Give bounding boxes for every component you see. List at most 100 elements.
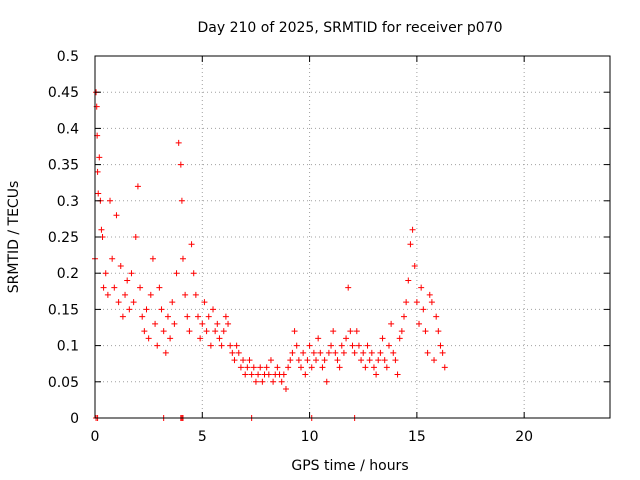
data-point — [388, 320, 395, 327]
data-point — [373, 371, 380, 378]
data-point — [265, 371, 272, 378]
data-point — [280, 371, 287, 378]
data-point — [128, 270, 135, 277]
data-point — [317, 349, 324, 356]
x-axis-label: GPS time / hours — [291, 458, 408, 474]
data-point — [390, 349, 397, 356]
data-point — [218, 342, 225, 349]
data-point — [328, 342, 335, 349]
data-point — [186, 328, 193, 335]
data-point — [255, 371, 262, 378]
data-point — [102, 270, 109, 277]
data-point — [158, 306, 165, 313]
data-point — [293, 342, 300, 349]
data-point — [310, 349, 317, 356]
data-point — [149, 255, 156, 262]
data-point — [338, 342, 345, 349]
data-point — [325, 349, 332, 356]
data-point — [115, 299, 122, 306]
data-point — [422, 328, 429, 335]
data-point — [321, 357, 328, 364]
data-point — [117, 262, 124, 269]
axis-ticks — [94, 55, 610, 419]
data-point — [287, 357, 294, 364]
data-point — [409, 226, 416, 233]
data-point — [178, 197, 185, 204]
data-point — [145, 335, 152, 342]
data-point — [216, 335, 223, 342]
data-point — [107, 197, 114, 204]
data-point — [431, 357, 438, 364]
data-point — [95, 190, 102, 197]
data-point — [259, 378, 266, 385]
data-point — [175, 139, 182, 146]
y-tick-label: 0.05 — [48, 375, 79, 391]
data-point — [119, 313, 126, 320]
data-point — [323, 378, 330, 385]
data-point — [137, 284, 144, 291]
data-point — [179, 255, 186, 262]
data-point — [405, 277, 412, 284]
data-point — [267, 357, 274, 364]
data-point — [177, 161, 184, 168]
data-point — [248, 371, 255, 378]
data-point — [398, 328, 405, 335]
data-point — [169, 299, 176, 306]
data-point — [340, 349, 347, 356]
x-tick-label: 20 — [515, 429, 533, 445]
data-point — [394, 371, 401, 378]
data-point — [126, 306, 133, 313]
data-points — [92, 89, 448, 421]
data-point — [154, 342, 161, 349]
data-point — [428, 299, 435, 306]
data-point — [139, 313, 146, 320]
data-point — [132, 234, 139, 240]
data-point — [162, 349, 169, 356]
data-point — [190, 270, 197, 277]
data-point — [396, 335, 403, 342]
data-point — [330, 328, 337, 335]
data-point — [289, 349, 296, 356]
data-point — [375, 357, 382, 364]
data-point — [141, 328, 148, 335]
data-point — [282, 386, 289, 393]
data-point — [411, 262, 418, 269]
data-point — [201, 299, 208, 306]
data-point — [347, 328, 354, 335]
data-point — [274, 364, 281, 371]
data-point — [143, 306, 150, 313]
data-point — [231, 357, 238, 364]
data-point — [235, 349, 242, 356]
data-point — [360, 349, 367, 356]
grid-layer — [95, 56, 610, 418]
data-point — [210, 306, 217, 313]
plot-frame — [94, 55, 611, 419]
data-point — [441, 364, 448, 371]
data-point — [160, 328, 167, 335]
data-point — [192, 291, 199, 298]
data-point — [416, 320, 423, 327]
y-tick-label: 0.35 — [48, 158, 79, 174]
data-point — [94, 168, 101, 175]
data-point — [435, 328, 442, 335]
data-point — [278, 378, 285, 385]
data-point — [109, 255, 116, 262]
data-point — [366, 357, 373, 364]
data-point — [164, 313, 171, 320]
data-point — [392, 357, 399, 364]
data-point — [418, 284, 425, 291]
data-point — [122, 291, 129, 298]
data-point — [207, 342, 214, 349]
data-point — [319, 364, 326, 371]
data-point — [147, 291, 154, 298]
data-point — [222, 313, 229, 320]
data-point — [98, 226, 105, 233]
data-point — [130, 299, 137, 306]
data-point — [167, 335, 174, 342]
data-point — [220, 328, 227, 335]
y-tick-label: 0.25 — [48, 230, 79, 246]
data-point — [182, 291, 189, 298]
data-point — [401, 313, 407, 320]
data-point — [336, 364, 343, 371]
